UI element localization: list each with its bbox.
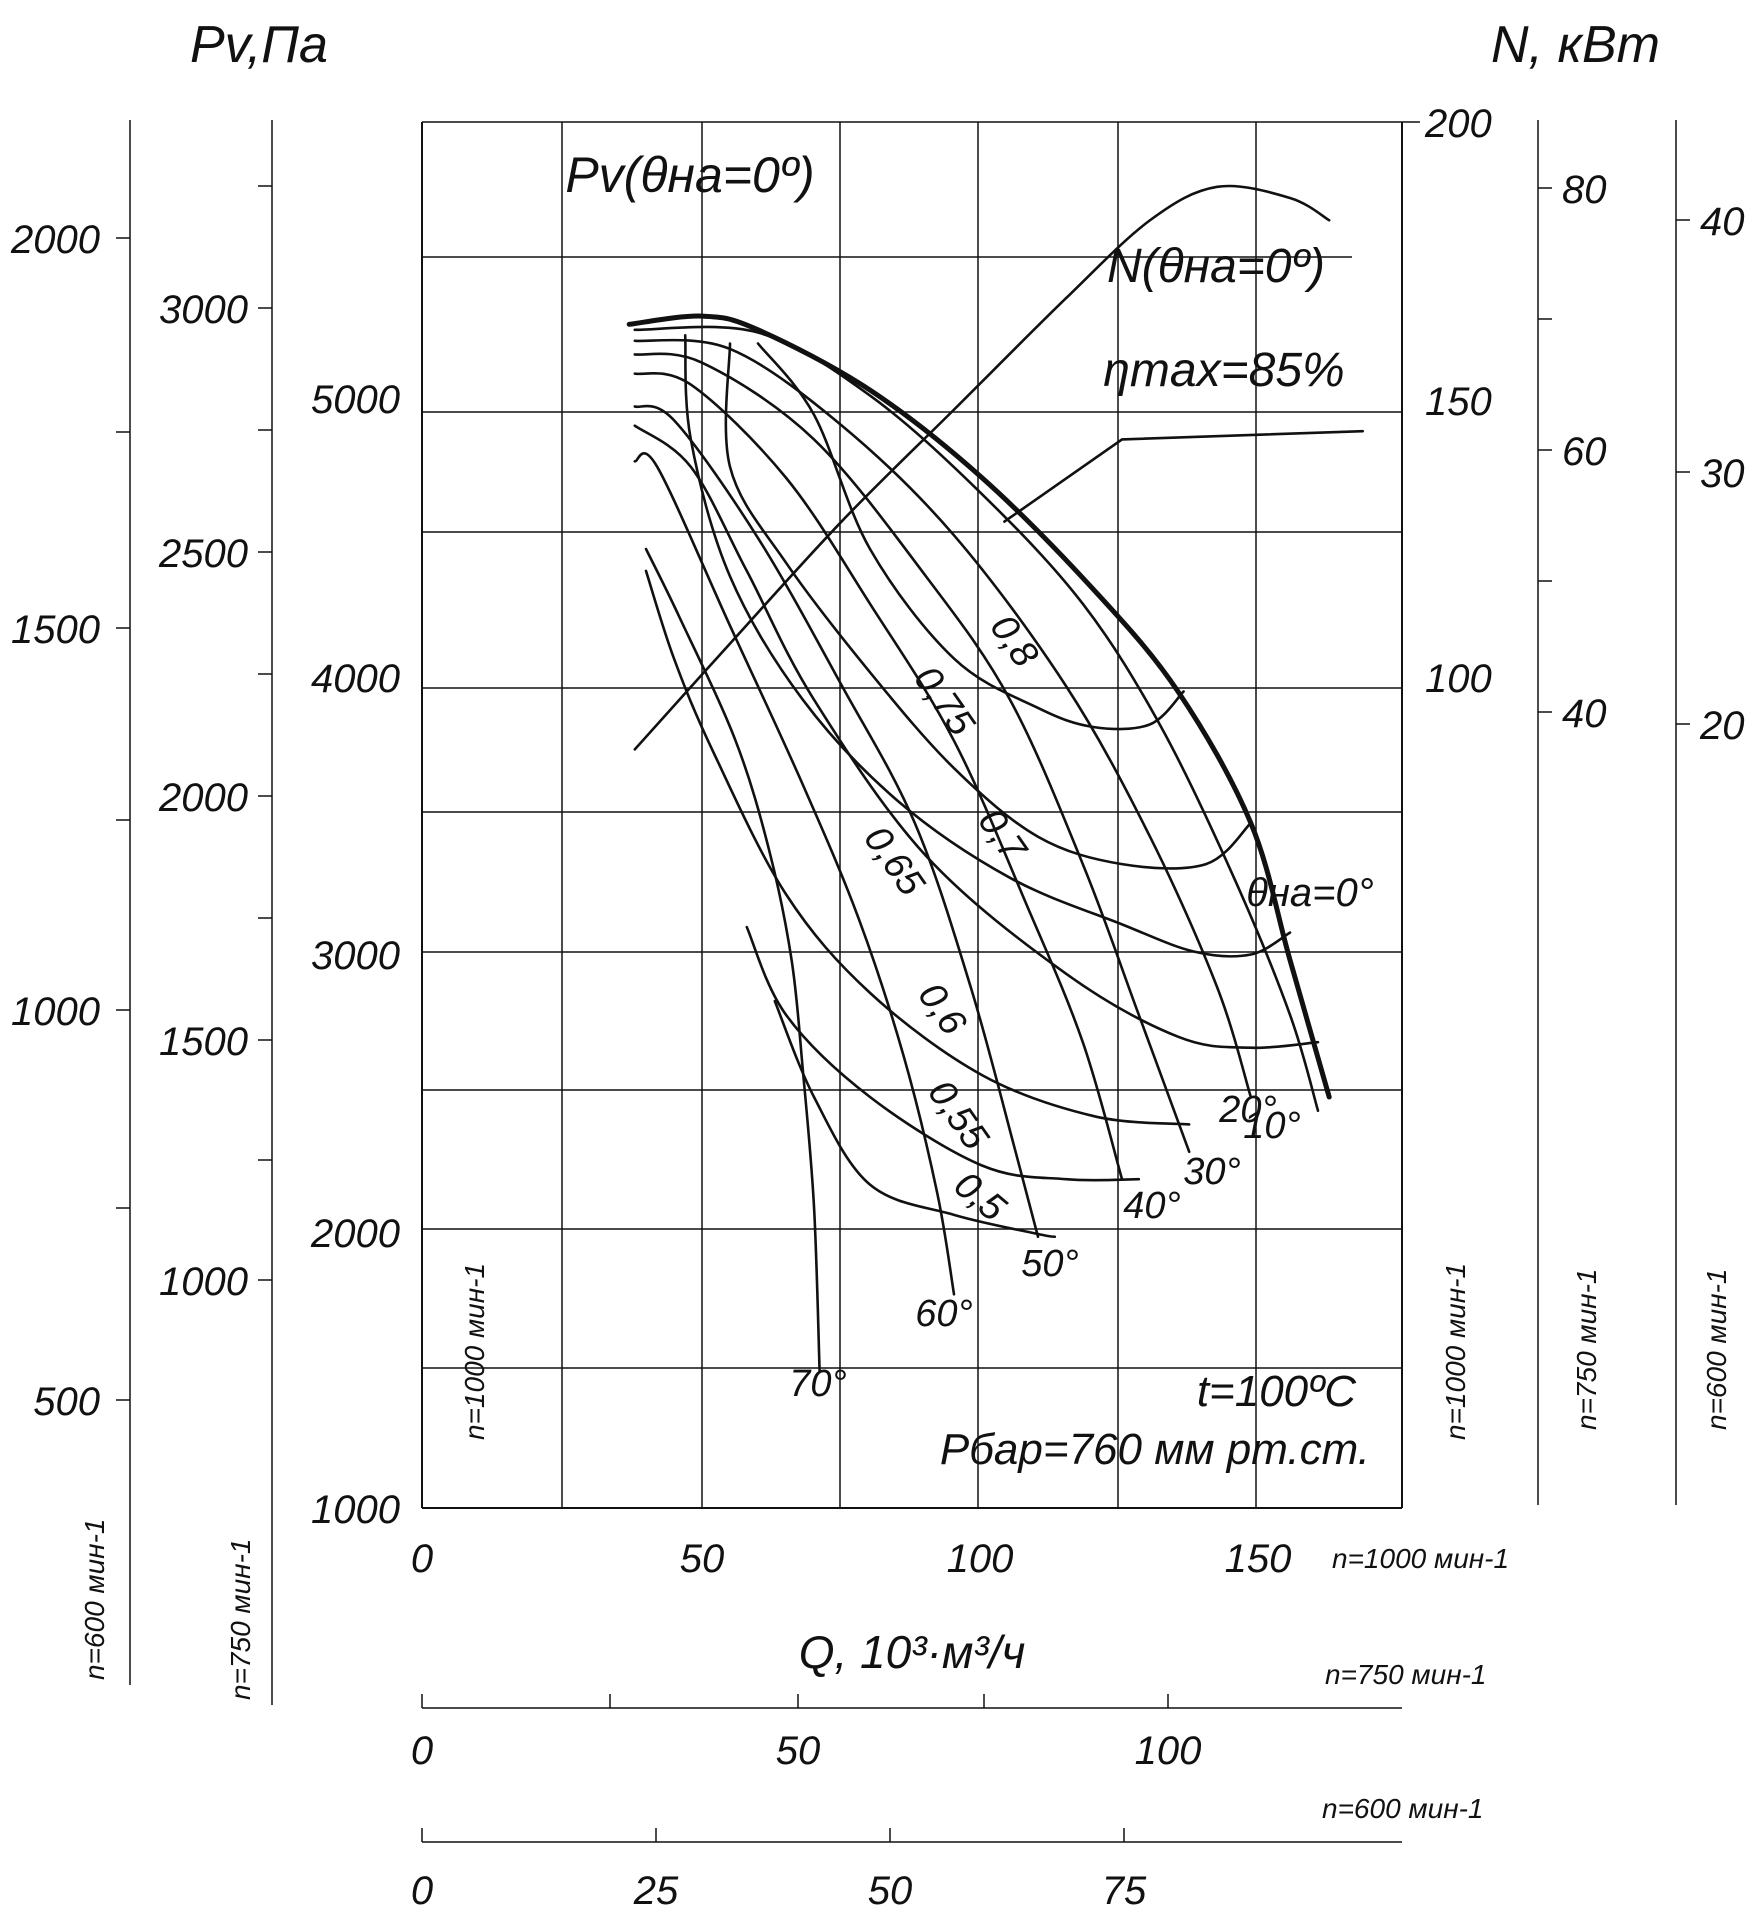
series-blade-angle-20- [633, 338, 1253, 1099]
power-tick-n750: 60 [1562, 430, 1607, 474]
speed-label-power-n750: n=750 мин-1 [1571, 1269, 1602, 1431]
x-tick-n1000: 0 [411, 1537, 433, 1581]
series-blade-angle-30- [633, 352, 1191, 1154]
pressure-tick-n600: 500 [33, 1380, 100, 1424]
speed-label-x-n750: n=750 мин-1 [1325, 1659, 1487, 1690]
series-efficiency-0-7 [683, 333, 1292, 958]
annotation-theta-zero: θна=0° [1246, 871, 1374, 915]
pressure-tick-n600: 1000 [11, 990, 100, 1034]
pressure-tick-n1000: 1000 [311, 1488, 400, 1532]
series-blade-angle-40- [633, 371, 1124, 1181]
series-label-0-55: 0,55 [919, 1073, 996, 1158]
series-envelope-0- [626, 313, 1332, 1100]
x-tick-n600: 0 [411, 1869, 433, 1913]
series-efficiency-0-75 [724, 342, 1253, 870]
series-efficiency-max--max-85- [1003, 429, 1365, 523]
pressure-tick-n750: 1000 [159, 1260, 248, 1304]
power-tick-n1000: 200 [1424, 102, 1492, 146]
x-tick-n600: 50 [868, 1869, 913, 1913]
annotation-pv-curve: Pv(θна=0º) [565, 147, 814, 203]
series-efficiency-0-65 [633, 424, 1320, 1050]
power-tick-n600: 30 [1700, 452, 1745, 496]
power-tick-n600: 40 [1700, 200, 1745, 244]
series-blade-angle-50- [633, 404, 1040, 1239]
speed-label-x-n1000: n=1000 мин-1 [1332, 1543, 1509, 1574]
series-label-70-: 70° [789, 1363, 846, 1405]
power-tick-n750: 80 [1562, 168, 1607, 212]
speed-label-power-n1000: n=1000 мин-1 [1440, 1263, 1471, 1440]
series-efficiency-0-55 [745, 925, 1141, 1182]
x-tick-n750: 0 [411, 1729, 433, 1773]
series-blade-angle-10- [633, 325, 1320, 1112]
series-blade-angle-70- [644, 547, 821, 1373]
speed-label-pressure-n750: n=750 мин-1 [225, 1539, 256, 1701]
series-efficiency-0-8 [756, 342, 1185, 731]
series-power-N-на-0- [633, 184, 1331, 751]
pressure-tick-n1000: 3000 [311, 934, 400, 978]
pressure-tick-n600: 1500 [11, 608, 100, 652]
power-tick-n1000: 150 [1425, 380, 1492, 424]
condition-temperature: t=100ºC [1197, 1367, 1357, 1416]
series-label-10-: 10° [1243, 1105, 1300, 1147]
x-tick-n600: 25 [633, 1869, 679, 1913]
power-tick-n1000: 100 [1425, 657, 1492, 701]
series-label-20-: 20° [1218, 1089, 1276, 1131]
speed-label-power-n600: n=600 мин-1 [1701, 1269, 1732, 1431]
series-label-50-: 50° [1021, 1243, 1078, 1285]
speed-label-pressure-n1000: n=1000 мин-1 [459, 1263, 490, 1440]
annotation-eta-max: ηmax=85% [1103, 344, 1344, 397]
pressure-tick-n750: 3000 [159, 288, 248, 332]
power-tick-n750: 40 [1562, 692, 1607, 736]
x-tick-n600: 75 [1102, 1869, 1147, 1913]
y2-axis-label: N, кВт [1491, 16, 1660, 74]
pressure-tick-n750: 1500 [159, 1020, 248, 1064]
pressure-tick-n1000: 5000 [311, 378, 400, 422]
x-tick-n1000: 100 [947, 1537, 1014, 1581]
x-tick-n1000: 50 [680, 1537, 725, 1581]
speed-label-pressure-n600: n=600 мин-1 [79, 1519, 110, 1681]
speed-label-x-n600: n=600 мин-1 [1322, 1793, 1484, 1824]
pressure-tick-n750: 2500 [158, 532, 248, 576]
annotation-n-curve: N(θна=0º) [1107, 240, 1325, 293]
power-tick-n600: 20 [1699, 704, 1745, 748]
condition-pressure: Pбар=760 мм рт.ст. [940, 1425, 1370, 1474]
series-label-60-: 60° [915, 1293, 972, 1335]
series-blade-angle-60- [633, 451, 956, 1296]
series-label-0-65: 0,65 [855, 819, 932, 904]
pressure-tick-n600: 2000 [10, 218, 100, 262]
x-tick-n750: 100 [1135, 1729, 1202, 1773]
x-tick-n1000: 150 [1225, 1537, 1292, 1581]
x-axis-label: Q, 10³·м³/ч [799, 1626, 1026, 1678]
series-label-0-8: 0,8 [981, 607, 1046, 674]
series-label-30-: 30° [1183, 1151, 1240, 1193]
y-axis-label: Pv,Па [190, 16, 328, 74]
pressure-tick-n1000: 2000 [310, 1212, 400, 1256]
pressure-tick-n750: 2000 [158, 776, 248, 820]
series-efficiency-0-6 [644, 569, 1191, 1126]
series-label-40-: 40° [1123, 1185, 1180, 1227]
pressure-tick-n1000: 4000 [311, 657, 400, 701]
x-tick-n750: 50 [776, 1729, 821, 1773]
series-efficiency-0-5 [773, 999, 1057, 1239]
